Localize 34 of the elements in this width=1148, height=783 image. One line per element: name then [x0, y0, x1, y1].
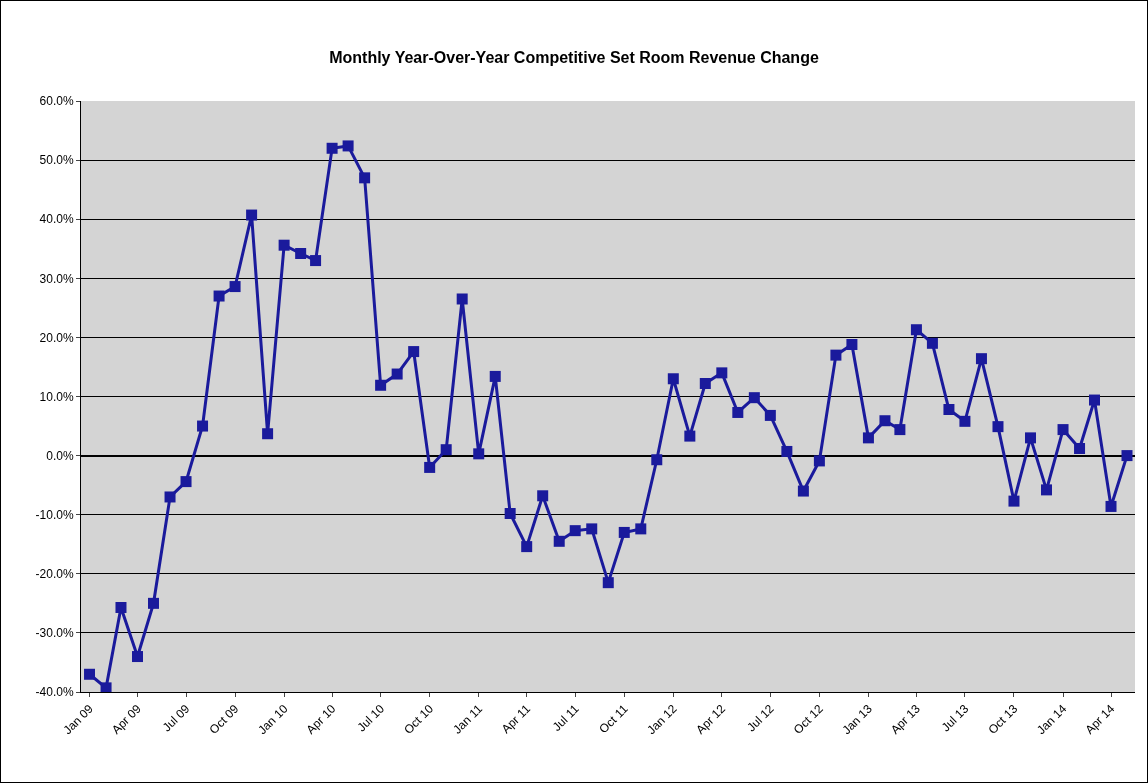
y-tick-label: -40.0% — [35, 685, 74, 700]
x-tick-label: Jan 09 — [60, 701, 97, 738]
y-tick-label: 30.0% — [39, 271, 74, 286]
x-tick-label: Apr 13 — [887, 701, 924, 737]
y-tick-label: 50.0% — [39, 153, 74, 168]
y-tick-label: 20.0% — [39, 330, 74, 345]
x-tick-label: Oct 09 — [206, 701, 242, 737]
x-tick-label: Jul 13 — [938, 701, 972, 735]
x-tick-label: Apr 10 — [303, 701, 339, 737]
x-tick-label: Jan 11 — [450, 701, 486, 737]
x-tick-label: Apr 11 — [498, 701, 534, 737]
x-tick-label: Jul 12 — [744, 701, 777, 735]
y-tick-label: 10.0% — [39, 389, 74, 404]
x-tick-label: Oct 10 — [401, 701, 437, 737]
y-tick-label: -20.0% — [35, 567, 74, 581]
y-tick-label: -30.0% — [35, 626, 74, 641]
y-tick-label: 0.0% — [46, 448, 74, 463]
y-tick-label: 60.0% — [39, 94, 74, 109]
chart-title: Monthly Year-Over-Year Competitive Set Room Revenue Change — [329, 48, 819, 66]
x-tick-label: Jan 10 — [255, 701, 291, 738]
x-tick-label: Jan 12 — [644, 701, 680, 738]
x-tick-label: Oct 12 — [790, 701, 826, 737]
x-tick-label: Jan 13 — [839, 701, 876, 738]
x-tick-label: Apr 09 — [108, 701, 145, 737]
x-tick-label: Jan 14 — [1034, 701, 1070, 738]
x-tick-label: Jul 11 — [549, 701, 582, 734]
x-tick-label: Oct 13 — [985, 701, 1021, 737]
y-tick-label: -10.0% — [35, 507, 74, 522]
x-tick-label: Jul 10 — [354, 701, 388, 735]
x-tick-label: Apr 14 — [1082, 701, 1118, 737]
x-tick-label: Apr 12 — [693, 701, 729, 737]
x-tick-label: Oct 11 — [596, 701, 631, 737]
y-tick-label: 40.0% — [39, 212, 74, 227]
x-tick-label: Jul 09 — [159, 701, 193, 735]
